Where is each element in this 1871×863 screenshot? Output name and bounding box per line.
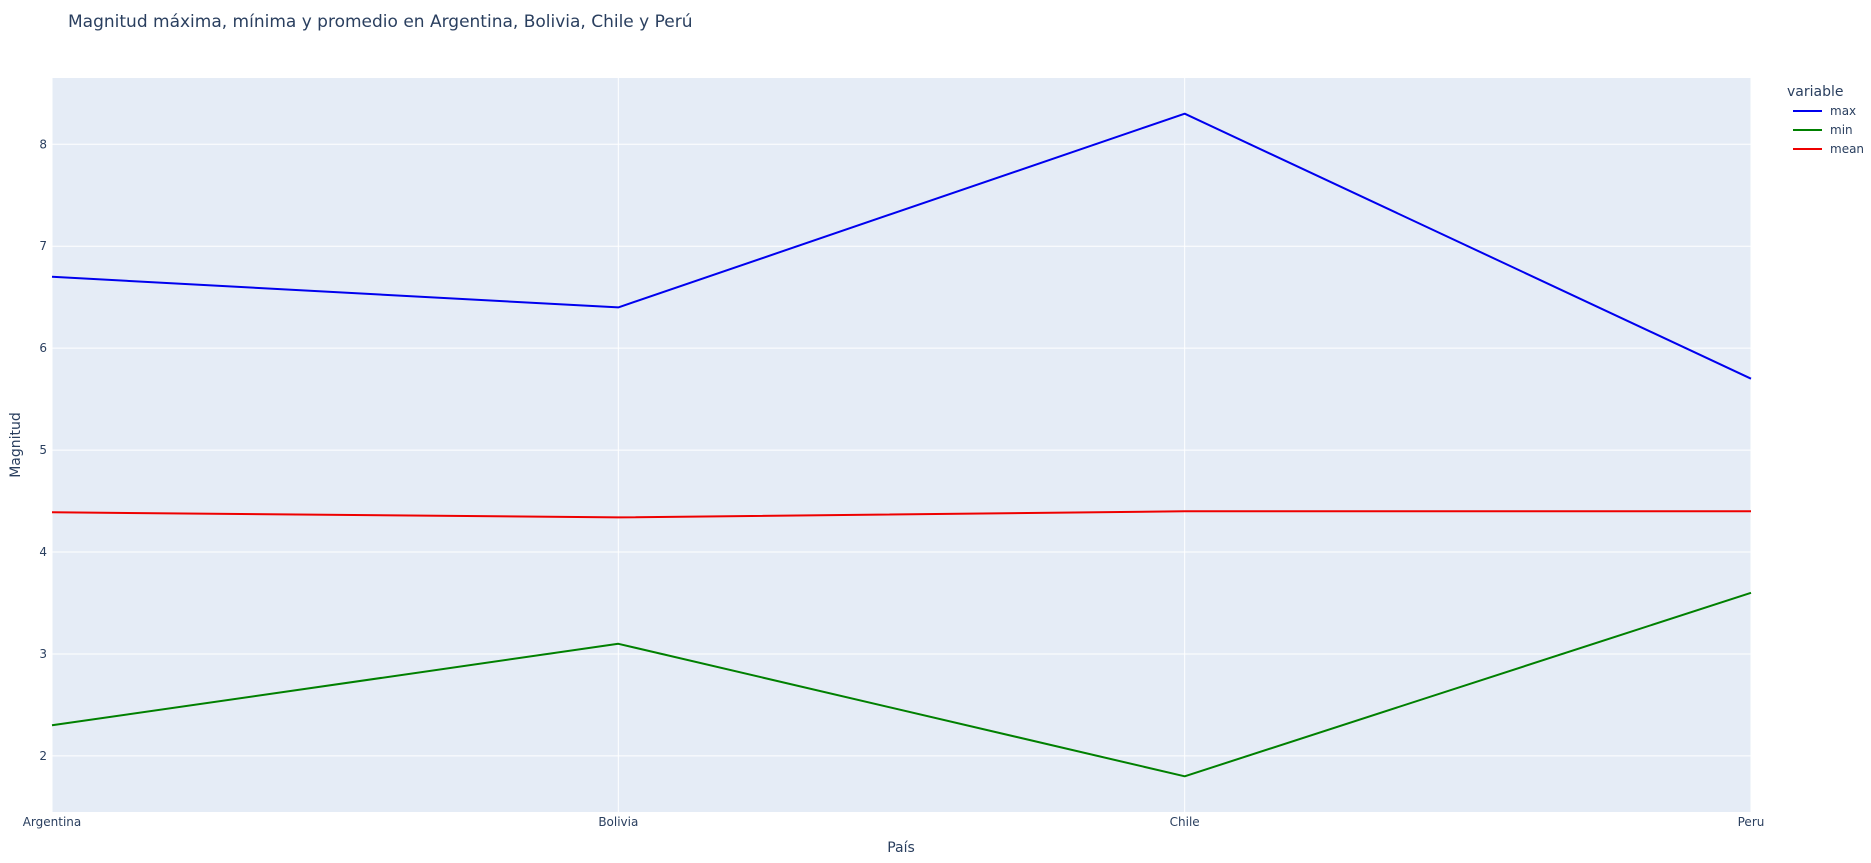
x-tick-label: Peru xyxy=(1738,815,1765,829)
x-axis-ticks: Argentina Bolivia Chile Peru xyxy=(23,815,1765,829)
y-tick-label: 2 xyxy=(39,749,47,763)
x-gridlines xyxy=(51,78,1752,812)
chart-title: Magnitud máxima, mínima y promedio en Ar… xyxy=(68,12,693,32)
x-tick-label: Chile xyxy=(1170,815,1200,829)
legend-items: max min mean xyxy=(1793,104,1864,156)
x-tick-label: Bolivia xyxy=(598,815,638,829)
legend: variable max min mean xyxy=(1787,84,1864,156)
series-line-max xyxy=(51,112,1752,380)
y-gridlines xyxy=(52,143,1751,757)
legend-label-mean: mean xyxy=(1830,142,1864,156)
y-axis-title: Magnitud xyxy=(8,412,24,478)
x-tick-label: Argentina xyxy=(23,815,82,829)
series-line-min xyxy=(51,591,1752,778)
legend-label-max: max xyxy=(1830,104,1856,118)
series-line-mean xyxy=(51,510,1751,519)
y-tick-label: 6 xyxy=(39,341,47,355)
x-axis-title: País xyxy=(887,840,915,856)
y-tick-label: 4 xyxy=(39,545,47,559)
y-tick-label: 5 xyxy=(39,443,47,457)
y-tick-label: 3 xyxy=(39,647,47,661)
y-tick-label: 7 xyxy=(39,239,47,253)
legend-title: variable xyxy=(1787,84,1843,100)
series-lines xyxy=(51,112,1752,778)
y-axis-ticks: 2 3 4 5 6 7 8 xyxy=(39,137,47,763)
legend-label-min: min xyxy=(1830,123,1853,137)
y-tick-label: 8 xyxy=(39,137,47,151)
plot-area xyxy=(52,78,1751,812)
